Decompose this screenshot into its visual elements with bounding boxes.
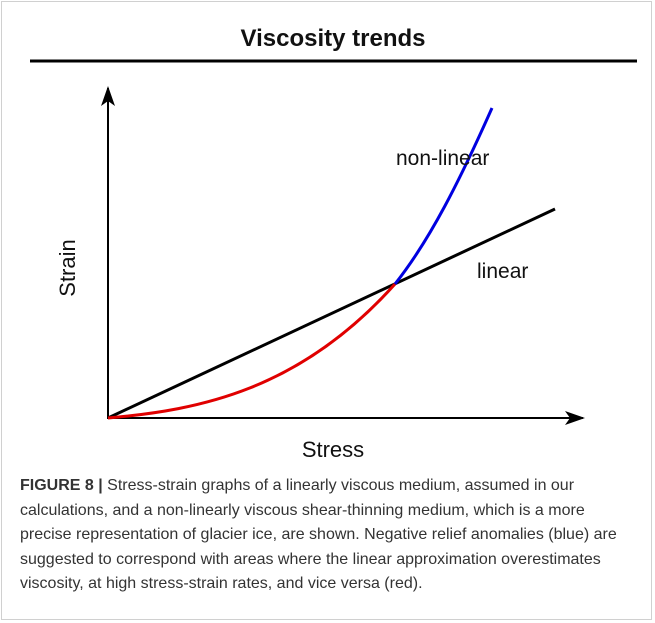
caption-label: FIGURE 8 | <box>20 477 103 494</box>
x-axis-label: Stress <box>302 437 364 462</box>
nonlinear-high <box>393 107 494 285</box>
figure-title: Viscosity trends <box>241 25 426 52</box>
caption: FIGURE 8 | Stress-strain graphs of a lin… <box>20 474 638 597</box>
y-axis-label: Strain <box>55 239 80 296</box>
linear-line <box>107 207 556 420</box>
nonlinear-low <box>107 282 397 420</box>
curve-label: linear <box>477 260 528 283</box>
caption-text: Stress-strain graphs of a linearly visco… <box>20 477 617 592</box>
curve-label: non-linear <box>396 147 489 170</box>
figure: Viscosity trends non-linear linear Strai… <box>30 25 637 462</box>
